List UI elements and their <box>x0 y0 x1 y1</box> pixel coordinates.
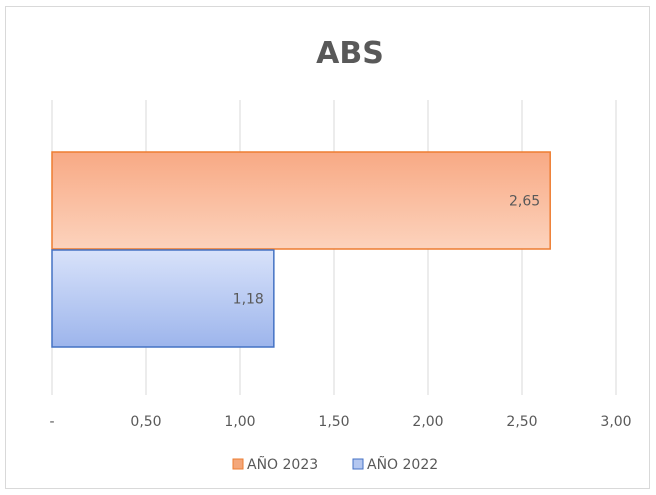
bars: 2,65 1,18 <box>51 151 551 348</box>
legend-swatch <box>232 458 244 470</box>
x-axis-ticks: - 0,50 1,00 1,50 2,00 2,50 3,00 <box>49 414 631 430</box>
legend-label: AÑO 2022 <box>367 456 438 473</box>
x-tick-label: 0,50 <box>130 414 161 430</box>
data-label: 2,65 <box>509 194 540 210</box>
x-tick-label: - <box>49 414 54 430</box>
legend-swatch <box>352 458 364 470</box>
bar-2022 <box>51 249 275 348</box>
legend-label: AÑO 2023 <box>247 456 318 473</box>
x-tick-label: 1,50 <box>318 414 349 430</box>
x-tick-label: 1,00 <box>224 414 255 430</box>
legend: AÑO 2023 AÑO 2022 <box>232 456 438 473</box>
chart-title: ABS <box>316 36 384 71</box>
x-tick-label: 3,00 <box>600 414 631 430</box>
bar-2023 <box>51 151 551 250</box>
x-tick-label: 2,50 <box>506 414 537 430</box>
x-tick-label: 2,00 <box>412 414 443 430</box>
data-label: 1,18 <box>233 292 264 308</box>
